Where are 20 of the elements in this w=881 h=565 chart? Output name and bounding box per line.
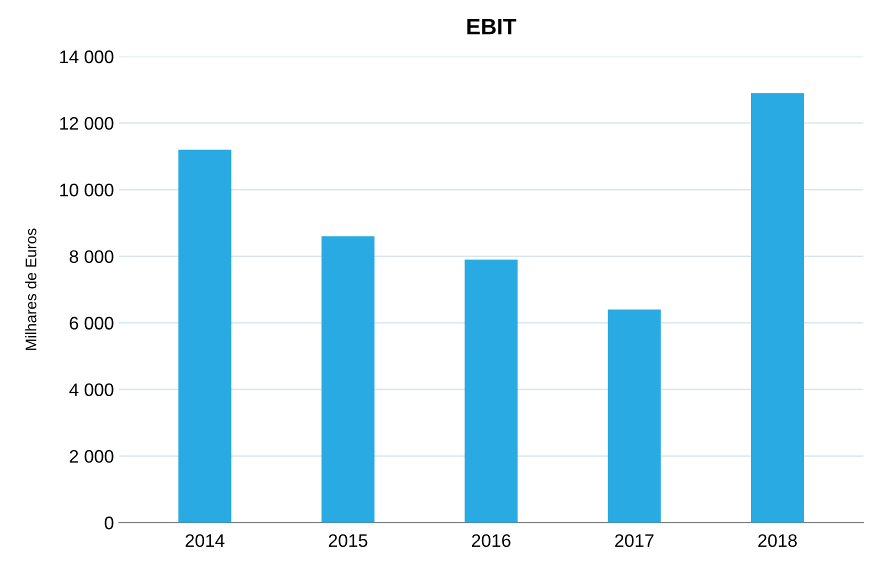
x-tick-label: 2015 (328, 534, 368, 547)
x-tick-label: 2017 (615, 534, 654, 547)
bar (464, 260, 518, 523)
y-axis-title: Milhares de Euros (25, 228, 36, 350)
y-tick-label: 12 000 (60, 117, 114, 130)
y-tick-label: 4 000 (69, 383, 114, 396)
bar (178, 150, 232, 523)
y-tick-label: 6 000 (70, 316, 114, 330)
x-tick-label: 2016 (472, 534, 510, 547)
y-tick-label: 0 (104, 516, 114, 530)
chart-title: EBIT (467, 18, 516, 34)
bar (750, 93, 804, 523)
y-tick-label: 14 000 (60, 50, 114, 64)
y-tick-label: 8 000 (70, 250, 114, 263)
x-tick-label: 2018 (758, 534, 797, 547)
y-tick-label: 10 000 (60, 184, 114, 196)
bar (608, 310, 661, 523)
y-tick-label: 2 000 (70, 450, 114, 463)
x-tick-label: 2014 (186, 534, 224, 547)
bar (322, 236, 374, 523)
